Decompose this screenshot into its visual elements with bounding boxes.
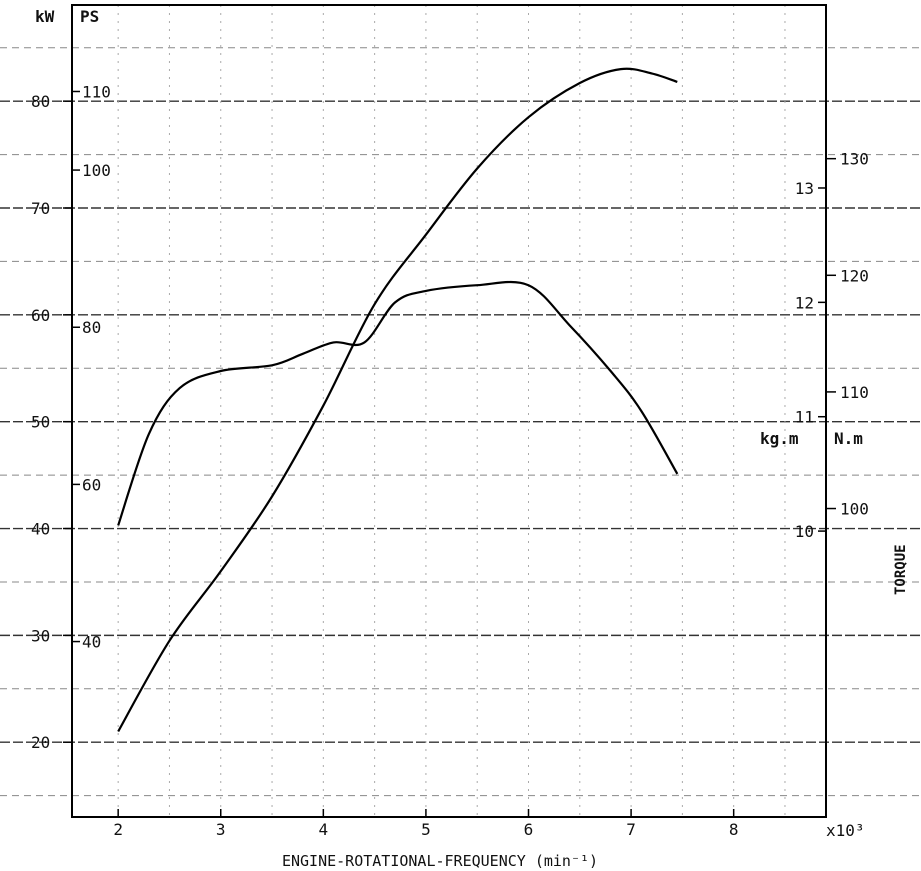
nm-unit-label: N.m	[834, 429, 863, 448]
ps-tick-label: 100	[82, 161, 111, 180]
power-curve	[117, 67, 678, 733]
kgm-tick-label: 12	[795, 293, 814, 312]
kw-unit-label: kW	[35, 7, 55, 26]
nm-tick-label: 130	[840, 150, 869, 169]
kw-tick-label: 80	[31, 92, 50, 111]
torque-label: TORQUE	[893, 544, 909, 595]
x-tick-label: 8	[729, 820, 739, 839]
kgm-unit-label: kg.m	[760, 429, 799, 448]
vertical-gridlines	[117, 5, 786, 817]
nm-axis-ticks: 100 110 120 130	[826, 150, 869, 519]
x-tick-label: 4	[319, 820, 329, 839]
kw-axis-ticks: 20 30 40 50 60 70 80	[31, 92, 72, 752]
torque-curve	[117, 280, 679, 526]
kgm-tick-label: 13	[795, 179, 814, 198]
kw-tick-label: 50	[31, 413, 50, 432]
ps-tick-label: 110	[82, 82, 111, 101]
horizontal-gridlines	[0, 47, 921, 797]
x-tick-label: 5	[421, 820, 431, 839]
x-axis-label: ENGINE-ROTATIONAL-FREQUENCY (min⁻¹)	[282, 852, 598, 870]
kw-tick-label: 20	[31, 733, 50, 752]
nm-tick-label: 120	[840, 266, 869, 285]
kgm-axis-ticks: 10 11 12 13	[795, 179, 826, 541]
series-lines	[117, 67, 679, 733]
kw-tick-label: 40	[31, 520, 50, 539]
ps-axis-ticks: 40 60 80 100 110	[72, 82, 111, 652]
x-multiplier-label: x10³	[826, 821, 865, 840]
x-axis-ticks: 2 3 4 5 6 7 8	[113, 809, 738, 839]
kw-tick-label: 60	[31, 306, 50, 325]
x-tick-label: 3	[216, 820, 226, 839]
ps-tick-label: 80	[82, 318, 101, 337]
x-tick-label: 7	[626, 820, 636, 839]
kgm-tick-label: 11	[795, 408, 814, 427]
x-tick-label: 6	[524, 820, 534, 839]
nm-tick-label: 110	[840, 383, 869, 402]
kgm-tick-label: 10	[795, 522, 814, 541]
nm-tick-label: 100	[840, 500, 869, 519]
plot-frame	[71, 4, 827, 818]
kw-tick-label: 70	[31, 199, 50, 218]
x-tick-label: 2	[113, 820, 123, 839]
kw-tick-label: 30	[31, 626, 50, 645]
ps-unit-label: PS	[80, 7, 99, 26]
ps-tick-label: 60	[82, 475, 101, 494]
ps-tick-label: 40	[82, 633, 101, 652]
